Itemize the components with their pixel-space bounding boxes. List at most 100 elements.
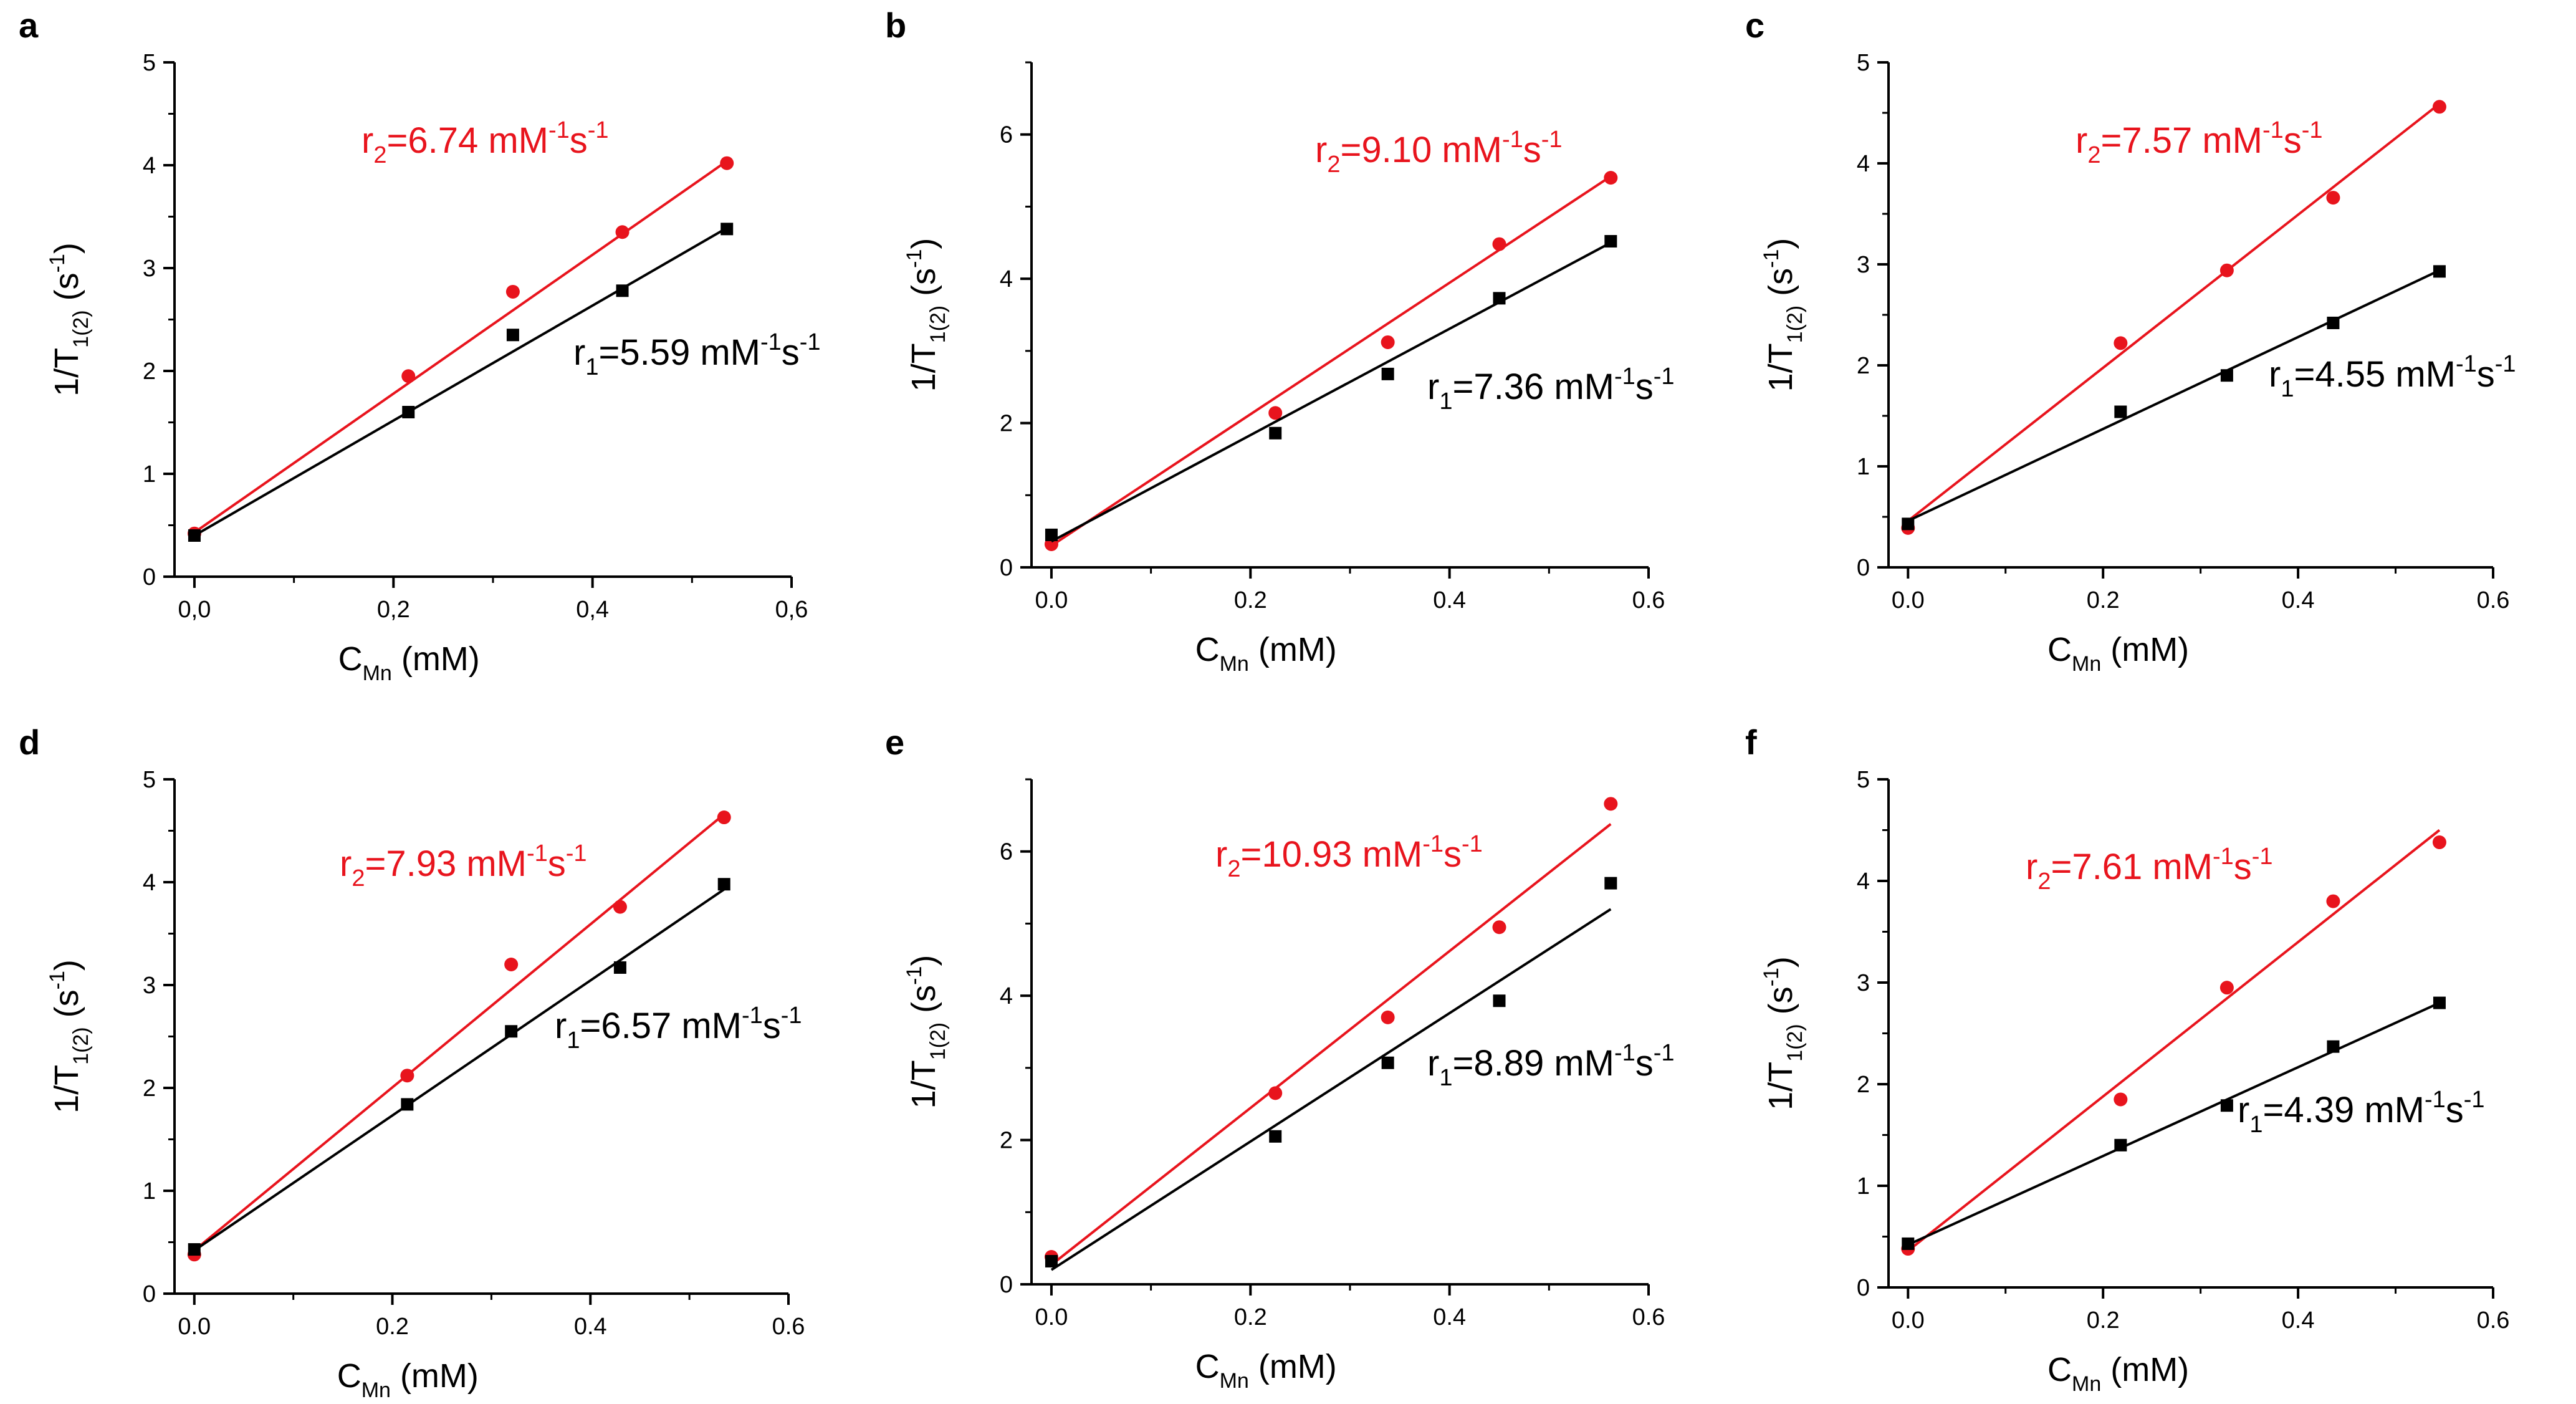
y-axis-label: 1/T1(2) (s-1)	[903, 955, 950, 1109]
annotation-mid: s	[1444, 834, 1462, 875]
data-point-r2	[717, 810, 731, 825]
data-point-r2	[2219, 981, 2234, 995]
annotation-sub: 1	[2281, 376, 2294, 402]
y-axis-label-unit: (s	[48, 989, 85, 1027]
annotation-sup: -1	[566, 840, 587, 867]
annotation-sup: -1	[2302, 117, 2323, 143]
y-axis-label-main: 1/T	[48, 1065, 85, 1113]
x-axis-label: CMn (mM)	[2047, 631, 2189, 676]
data-point-r1	[2433, 265, 2446, 278]
annotation-sup: -1	[2252, 844, 2273, 870]
annotation-value: =5.59 mM	[598, 332, 760, 373]
y-axis-label-unit-sup: -1	[45, 254, 69, 272]
y-axis-label-unit-sup: -1	[45, 971, 69, 989]
annotation-symbol: r	[2076, 120, 2087, 161]
annotation-sup: -1	[2262, 117, 2284, 143]
y-tick-label: 1	[143, 1178, 156, 1204]
fit-line-r1	[1050, 908, 1612, 1271]
annotation-sub: 1	[585, 354, 598, 380]
annotation-symbol: r	[555, 1006, 567, 1046]
data-point-r1	[402, 406, 415, 418]
annotation-sub: 2	[1327, 151, 1340, 178]
annotation-value: =7.36 mM	[1452, 367, 1614, 407]
fit-line-r2	[1050, 823, 1612, 1266]
annotation-mid: s	[2477, 354, 2495, 395]
y-tick-label: 2	[143, 358, 156, 385]
data-point-r2	[1381, 335, 1395, 349]
annotation-sup: -1	[588, 117, 609, 143]
panel-letter: d	[19, 723, 40, 762]
data-point-r2	[2326, 894, 2340, 908]
data-point-r1	[1604, 234, 1617, 248]
y-axis-label-unit: (s	[905, 985, 942, 1022]
annotation-value: =7.61 mM	[2051, 847, 2213, 887]
x-axis-label-main: C	[337, 1357, 362, 1395]
annotation-sub: 2	[2037, 868, 2051, 895]
y-tick-label: 0	[143, 564, 156, 590]
annotation-value: =9.10 mM	[1340, 130, 1502, 170]
data-point-r1	[717, 878, 730, 891]
data-point-r2	[1492, 920, 1506, 935]
annotation-symbol: r	[362, 120, 373, 161]
y-tick-label: 3	[143, 973, 156, 999]
y-axis-label-main: 1/T	[905, 343, 942, 392]
y-axis-label-sub: 1(2)	[926, 305, 950, 343]
annotation-value: =8.89 mM	[1452, 1043, 1614, 1084]
x-axis-label-main: C	[1195, 1348, 1220, 1385]
x-tick-label: 0.6	[772, 1314, 805, 1340]
annotation-sub: 2	[2087, 142, 2100, 168]
y-axis-label-unit-sup: -1	[903, 966, 926, 985]
data-point-r1	[2220, 369, 2233, 382]
annotation-mid: s	[1523, 130, 1541, 170]
x-axis-label-sub: Mn	[1220, 1369, 1249, 1393]
y-axis-label-close: )	[48, 959, 85, 971]
x-axis-label: CMn (mM)	[2047, 1351, 2189, 1396]
annotation-symbol: r	[1427, 1043, 1439, 1084]
annotation-r1: r1=7.36 mM-1s-1	[1427, 363, 1675, 415]
annotation-sup: -1	[1422, 831, 1444, 857]
y-tick-label: 4	[1857, 868, 1870, 895]
annotation-sup: -1	[760, 329, 782, 355]
data-point-r1	[2327, 1040, 2340, 1053]
data-point-r1	[401, 1098, 414, 1111]
y-tick-label: 1	[143, 461, 156, 488]
data-point-r1	[1045, 528, 1058, 541]
data-point-r2	[401, 369, 416, 383]
data-point-r1	[2433, 996, 2446, 1009]
y-axis-label: 1/T1(2) (s-1)	[903, 238, 950, 392]
annotation-sub: 2	[352, 865, 365, 892]
x-axis-label-main: C	[2047, 631, 2072, 668]
data-point-r1	[1902, 517, 1915, 531]
data-point-r1	[188, 529, 201, 542]
annotation-sub: 1	[567, 1027, 580, 1054]
y-axis-label-unit-sup: -1	[1760, 249, 1783, 268]
y-tick-label: 0	[1857, 1275, 1870, 1301]
y-axis-label-close: )	[1762, 238, 1799, 249]
fit-line-r2	[1050, 175, 1612, 547]
y-tick-label: 0	[143, 1281, 156, 1307]
data-point-r2	[613, 900, 627, 914]
data-point-r2	[400, 1069, 414, 1083]
data-point-r1	[1902, 1237, 1915, 1250]
fit-line-r2	[1907, 829, 2441, 1252]
y-axis-label-sub: 1(2)	[1783, 305, 1807, 343]
y-tick-label: 1	[1857, 1173, 1870, 1200]
data-point-r1	[616, 284, 629, 297]
annotation-sub: 2	[1227, 856, 1240, 882]
x-tick-label: 0.2	[1234, 587, 1267, 613]
data-point-r2	[2219, 263, 2234, 277]
y-axis-label-main: 1/T	[1762, 343, 1799, 392]
y-tick-label: 2	[1000, 411, 1013, 437]
y-axis-label-unit-sup: -1	[1760, 968, 1783, 986]
annotation-mid: s	[570, 120, 588, 161]
y-tick-label: 6	[1000, 839, 1013, 865]
data-point-r2	[1268, 406, 1283, 420]
y-axis-label: 1/T1(2) (s-1)	[1760, 238, 1807, 392]
annotation-r1: r1=4.39 mM-1s-1	[2238, 1087, 2485, 1138]
data-point-r1	[721, 223, 734, 236]
annotation-r2: r2=7.61 mM-1s-1	[2026, 844, 2273, 895]
y-axis-label-main: 1/T	[48, 348, 85, 397]
